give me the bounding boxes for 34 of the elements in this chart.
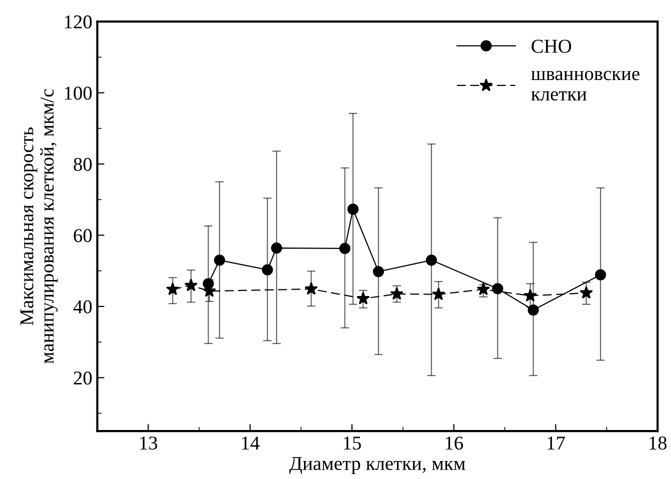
point (594, 269, 606, 280)
point (492, 283, 504, 294)
point (426, 254, 437, 266)
point (214, 254, 226, 266)
point (339, 242, 350, 254)
y-tick-label: 60 (74, 229, 92, 242)
y-tick-label: 100 (64, 86, 92, 100)
x-tick-label: 14 (242, 436, 260, 450)
point (390, 287, 404, 300)
point (580, 286, 593, 299)
x-tick-label: 16 (446, 436, 463, 450)
x-axis-title: Диаметр клетки, мкм (289, 457, 466, 474)
x-tick-label: 17 (548, 436, 565, 450)
point (432, 287, 446, 300)
legend-label: CHO (532, 40, 572, 53)
y-tick-label: 20 (74, 371, 92, 385)
legend-label: шванновские клетки (531, 70, 640, 101)
point (271, 242, 282, 254)
point (262, 264, 273, 276)
point (184, 278, 198, 292)
point (356, 292, 370, 304)
y-tick-label: 40 (73, 300, 92, 314)
x-tick-label: 15 (344, 436, 361, 450)
y-tick-label: 120 (64, 15, 92, 28)
x-tick-label: 18 (650, 436, 667, 450)
point (166, 282, 180, 296)
point (372, 266, 384, 278)
x-tick-label: 13 (140, 436, 158, 450)
point (347, 204, 359, 215)
y-axis-title: Максимальная скорость манипулирования клеткой, мкм/с (20, 89, 58, 364)
point (528, 304, 539, 316)
point (524, 288, 537, 302)
point (304, 282, 318, 295)
y-tick-label: 80 (74, 158, 92, 171)
